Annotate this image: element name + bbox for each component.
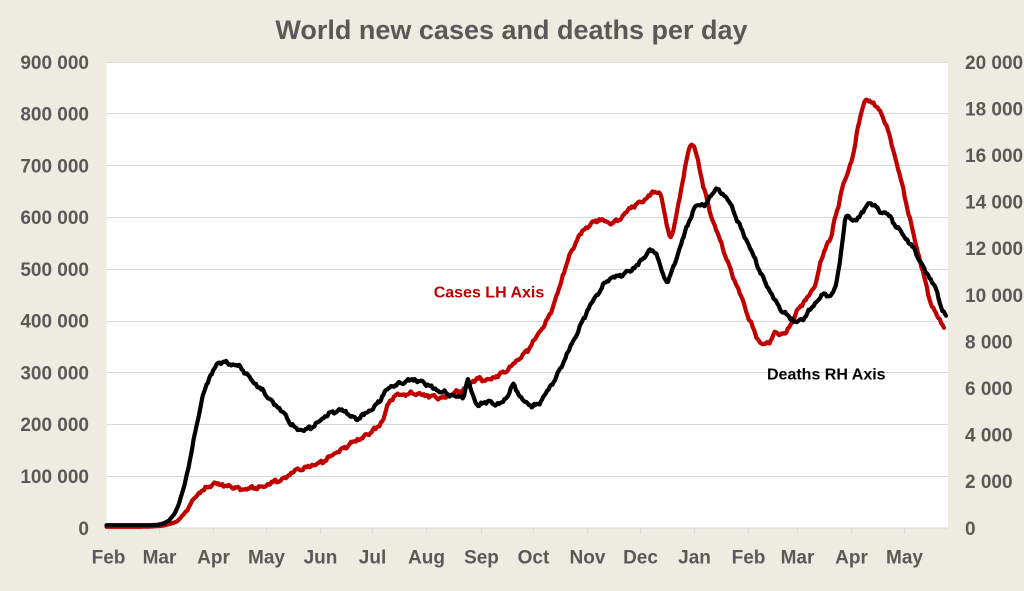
svg-text:Mar: Mar bbox=[781, 548, 815, 569]
svg-text:0: 0 bbox=[78, 519, 89, 540]
svg-text:Sep: Sep bbox=[464, 548, 499, 569]
svg-text:14 000: 14 000 bbox=[965, 193, 1023, 214]
svg-text:20 000: 20 000 bbox=[965, 53, 1023, 74]
svg-text:Feb: Feb bbox=[732, 548, 766, 569]
svg-text:May: May bbox=[248, 548, 285, 569]
svg-text:Jan: Jan bbox=[678, 548, 711, 569]
svg-text:800 000: 800 000 bbox=[20, 105, 89, 126]
svg-text:Feb: Feb bbox=[92, 548, 126, 569]
svg-text:0: 0 bbox=[965, 519, 976, 540]
svg-text:500 000: 500 000 bbox=[20, 260, 89, 281]
svg-text:900 000: 900 000 bbox=[20, 53, 89, 74]
svg-text:Apr: Apr bbox=[197, 548, 230, 569]
svg-text:Jun: Jun bbox=[304, 548, 338, 569]
svg-text:Mar: Mar bbox=[143, 548, 177, 569]
svg-text:Oct: Oct bbox=[518, 548, 550, 569]
svg-text:6 000: 6 000 bbox=[965, 379, 1013, 400]
svg-text:16 000: 16 000 bbox=[965, 146, 1023, 167]
svg-text:Jul: Jul bbox=[359, 548, 386, 569]
svg-text:Cases LH Axis: Cases LH Axis bbox=[434, 285, 545, 302]
svg-text:200 000: 200 000 bbox=[20, 415, 89, 436]
svg-text:300 000: 300 000 bbox=[20, 364, 89, 385]
svg-text:10 000: 10 000 bbox=[965, 286, 1023, 307]
svg-text:400 000: 400 000 bbox=[20, 312, 89, 333]
svg-text:600 000: 600 000 bbox=[20, 208, 89, 229]
svg-text:8 000: 8 000 bbox=[965, 332, 1013, 353]
svg-text:Deaths RH Axis: Deaths RH Axis bbox=[767, 367, 886, 384]
svg-text:4 000: 4 000 bbox=[965, 426, 1013, 447]
svg-text:12 000: 12 000 bbox=[965, 239, 1023, 260]
svg-text:100 000: 100 000 bbox=[20, 467, 89, 488]
svg-text:700 000: 700 000 bbox=[20, 156, 89, 177]
svg-text:Nov: Nov bbox=[570, 548, 606, 569]
svg-text:2 000: 2 000 bbox=[965, 472, 1013, 493]
svg-text:Dec: Dec bbox=[623, 548, 658, 569]
svg-text:World new cases and deaths per: World new cases and deaths per day bbox=[275, 15, 747, 45]
svg-text:Apr: Apr bbox=[835, 548, 868, 569]
svg-text:Aug: Aug bbox=[408, 548, 445, 569]
svg-text:May: May bbox=[886, 548, 923, 569]
svg-text:18 000: 18 000 bbox=[965, 99, 1023, 120]
